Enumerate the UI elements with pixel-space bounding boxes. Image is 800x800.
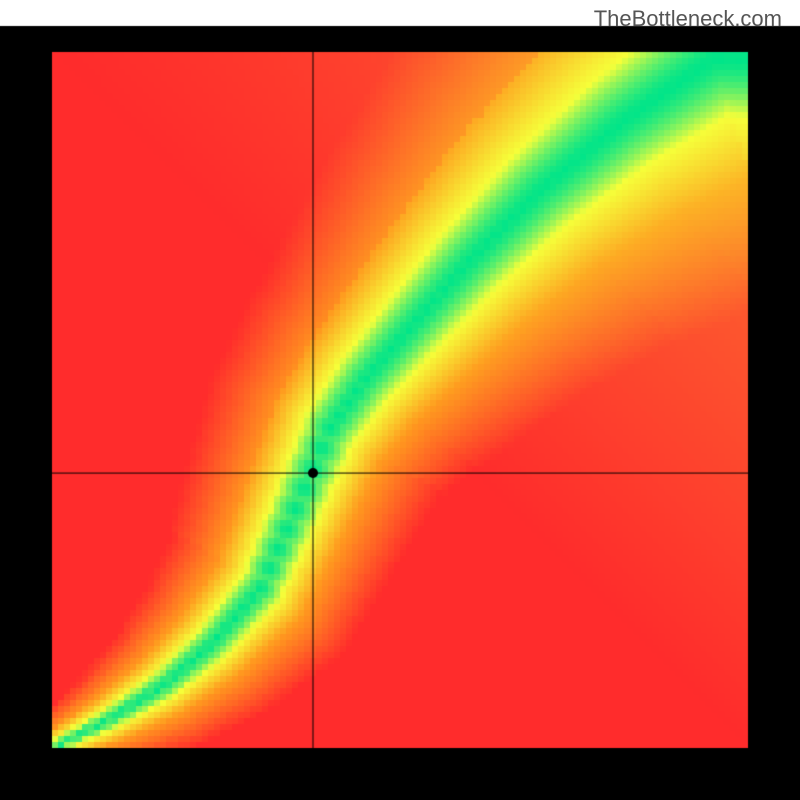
watermark-text: TheBottleneck.com	[594, 6, 782, 32]
bottleneck-heatmap-chart	[0, 0, 800, 800]
